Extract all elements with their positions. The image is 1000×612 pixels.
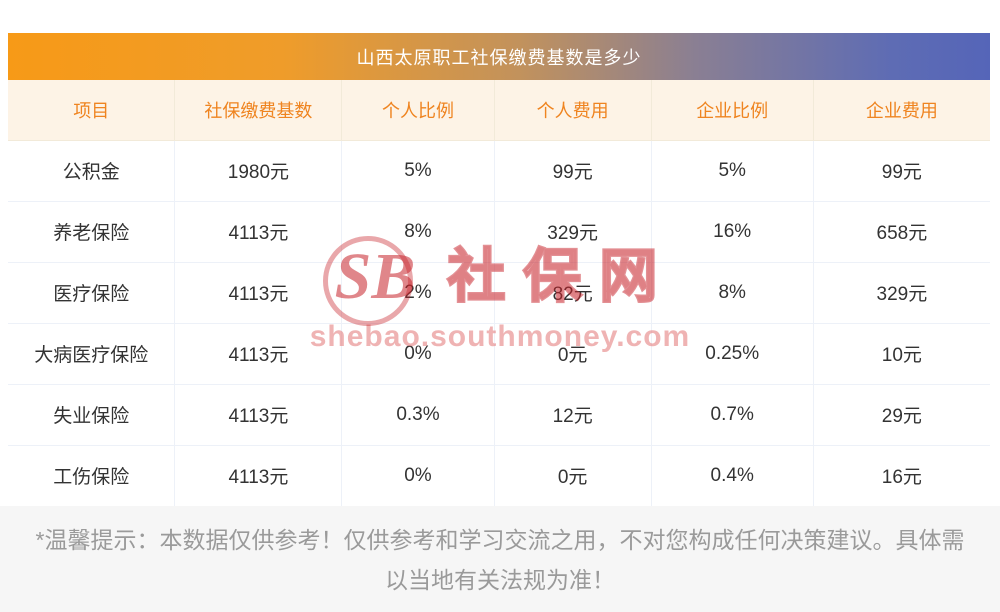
row-label: 工伤保险 <box>7 444 176 507</box>
cell: 0.3% <box>341 383 495 446</box>
column-header: 个人费用 <box>493 79 652 141</box>
cell: 4113元 <box>174 200 343 263</box>
table-row: 公积金 1980元 5% 99元 5% 99元 <box>7 139 991 202</box>
table-row: 养老保险 4113元 8% 329元 16% 658元 <box>7 200 991 263</box>
column-header: 个人比例 <box>341 79 495 141</box>
disclaimer-text: *温馨提示：本数据仅供参考！仅供参考和学习交流之用，不对您构成任何决策建议。具体… <box>35 527 965 593</box>
row-label: 失业保险 <box>7 383 176 446</box>
cell: 0% <box>341 322 495 385</box>
cell: 8% <box>341 200 495 263</box>
cell: 658元 <box>812 200 991 263</box>
cell: 0元 <box>493 322 652 385</box>
cell: 4113元 <box>174 322 343 385</box>
row-label: 养老保险 <box>7 200 176 263</box>
column-header: 项目 <box>7 79 176 141</box>
cell: 329元 <box>493 200 652 263</box>
table-row: 失业保险 4113元 0.3% 12元 0.7% 29元 <box>7 383 991 446</box>
data-table: 项目 社保缴费基数 个人比例 个人费用 企业比例 企业费用 公积金 1980元 5% 99元 5%… <box>7 79 991 507</box>
cell: 329元 <box>812 261 991 324</box>
social-security-table: 山西太原职工社保缴费基数是多少 项目 社保缴费基数 个人比例 个人费用 企业比例 企业费用… <box>7 33 991 507</box>
cell: 5% <box>341 139 495 202</box>
cell: 1980元 <box>174 139 343 202</box>
cell: 0.4% <box>650 444 814 507</box>
cell: 0元 <box>493 444 652 507</box>
cell: 0.25% <box>650 322 814 385</box>
cell: 10元 <box>812 322 991 385</box>
table-row: 大病医疗保险 4113元 0% 0元 0.25% 10元 <box>7 322 991 385</box>
table-row: 工伤保险 4113元 0% 0元 0.4% 16元 <box>7 444 991 507</box>
cell: 99元 <box>812 139 991 202</box>
row-label: 医疗保险 <box>7 261 176 324</box>
cell: 16元 <box>812 444 991 507</box>
cell: 5% <box>650 139 814 202</box>
column-header: 社保缴费基数 <box>174 79 343 141</box>
cell: 82元 <box>493 261 652 324</box>
column-header: 企业比例 <box>650 79 814 141</box>
cell: 12元 <box>493 383 652 446</box>
cell: 8% <box>650 261 814 324</box>
cell: 16% <box>650 200 814 263</box>
header-row: 项目 社保缴费基数 个人比例 个人费用 企业比例 企业费用 <box>7 79 991 141</box>
cell: 29元 <box>812 383 991 446</box>
table-row: 医疗保险 4113元 2% 82元 8% 329元 <box>7 261 991 324</box>
table-body: 公积金 1980元 5% 99元 5% 99元 养老保险 4113元 8% 329元 16% 658元… <box>7 139 991 507</box>
row-label: 公积金 <box>7 139 176 202</box>
table-title: 山西太原职工社保缴费基数是多少 <box>356 47 642 68</box>
row-label: 大病医疗保险 <box>7 322 176 385</box>
cell: 99元 <box>493 139 652 202</box>
table-title-bar: 山西太原职工社保缴费基数是多少 <box>8 33 990 80</box>
disclaimer: *温馨提示：本数据仅供参考！仅供参考和学习交流之用，不对您构成任何决策建议。具体… <box>0 506 1000 612</box>
cell: 4113元 <box>174 444 343 507</box>
cell: 4113元 <box>174 261 343 324</box>
cell: 2% <box>341 261 495 324</box>
cell: 0% <box>341 444 495 507</box>
cell: 0.7% <box>650 383 814 446</box>
cell: 4113元 <box>174 383 343 446</box>
column-header: 企业费用 <box>812 79 991 141</box>
